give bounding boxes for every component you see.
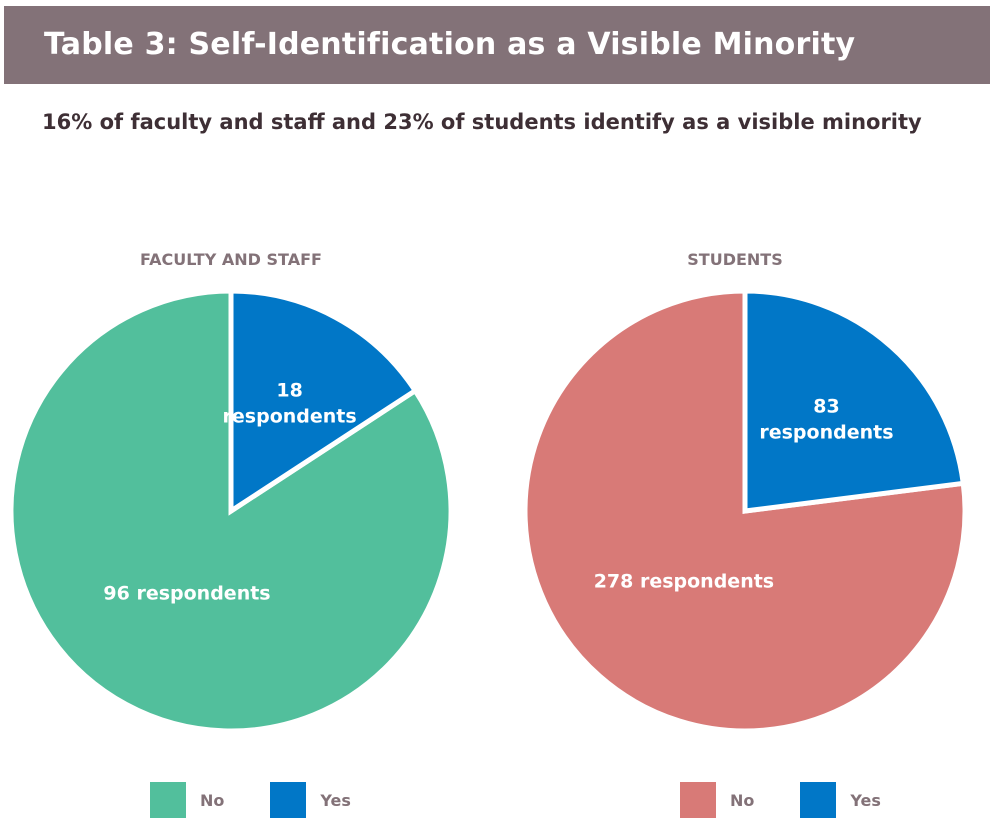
- chart-title-faculty-staff: FACULTY AND STAFF: [140, 250, 322, 269]
- legend-label-no: No: [200, 790, 225, 810]
- slice-label-no-faculty-staff: 96 respondents: [103, 582, 270, 604]
- legend-swatch-no: [150, 782, 186, 818]
- pie-slice-yes-faculty-staff: [228, 288, 419, 516]
- students-pie-chart: STUDENTS 278 respondents 83 respondents: [522, 250, 968, 734]
- legend-students: No Yes: [680, 782, 927, 818]
- slice-label-no-students: 278 respondents: [594, 570, 774, 592]
- faculty-staff-pie-chart: FACULTY AND STAFF 96 respondents 18 respon…: [8, 250, 454, 734]
- legend-label-no: No: [730, 790, 755, 810]
- slice-label-yes-faculty-staff: 18 respondents: [223, 380, 357, 428]
- chart-title-students: STUDENTS: [687, 250, 782, 269]
- page-subtitle: 16% of faculty and staff and 23% of stud…: [42, 110, 922, 134]
- legend-swatch-yes: [270, 782, 307, 818]
- legend-swatch-no: [680, 782, 716, 818]
- slice-label-yes-students: 83 respondents: [759, 396, 893, 444]
- page-title: Table 3: Self-Identification as a Visibl…: [4, 6, 990, 84]
- legend-label-yes: Yes: [850, 790, 881, 810]
- pie-slice-yes-students: [742, 288, 967, 514]
- pie-charts: FACULTY AND STAFF 96 respondents 18 respon…: [8, 250, 968, 734]
- legend-swatch-yes: [800, 782, 837, 818]
- legend-label-yes: Yes: [320, 790, 351, 810]
- legend-faculty-staff: No Yes: [150, 782, 397, 818]
